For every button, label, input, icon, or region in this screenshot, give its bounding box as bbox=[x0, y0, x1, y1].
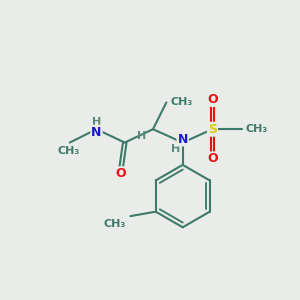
Text: H: H bbox=[92, 117, 101, 127]
Text: CH₃: CH₃ bbox=[57, 146, 80, 155]
Text: O: O bbox=[115, 167, 126, 180]
Text: N: N bbox=[178, 133, 188, 146]
Text: CH₃: CH₃ bbox=[171, 98, 193, 107]
Text: CH₃: CH₃ bbox=[245, 124, 267, 134]
Text: O: O bbox=[207, 152, 218, 165]
Text: H: H bbox=[137, 131, 146, 141]
Text: H: H bbox=[171, 143, 180, 154]
Text: N: N bbox=[91, 126, 102, 139]
Text: O: O bbox=[207, 93, 218, 106]
Text: CH₃: CH₃ bbox=[104, 219, 126, 229]
Text: S: S bbox=[208, 123, 217, 136]
